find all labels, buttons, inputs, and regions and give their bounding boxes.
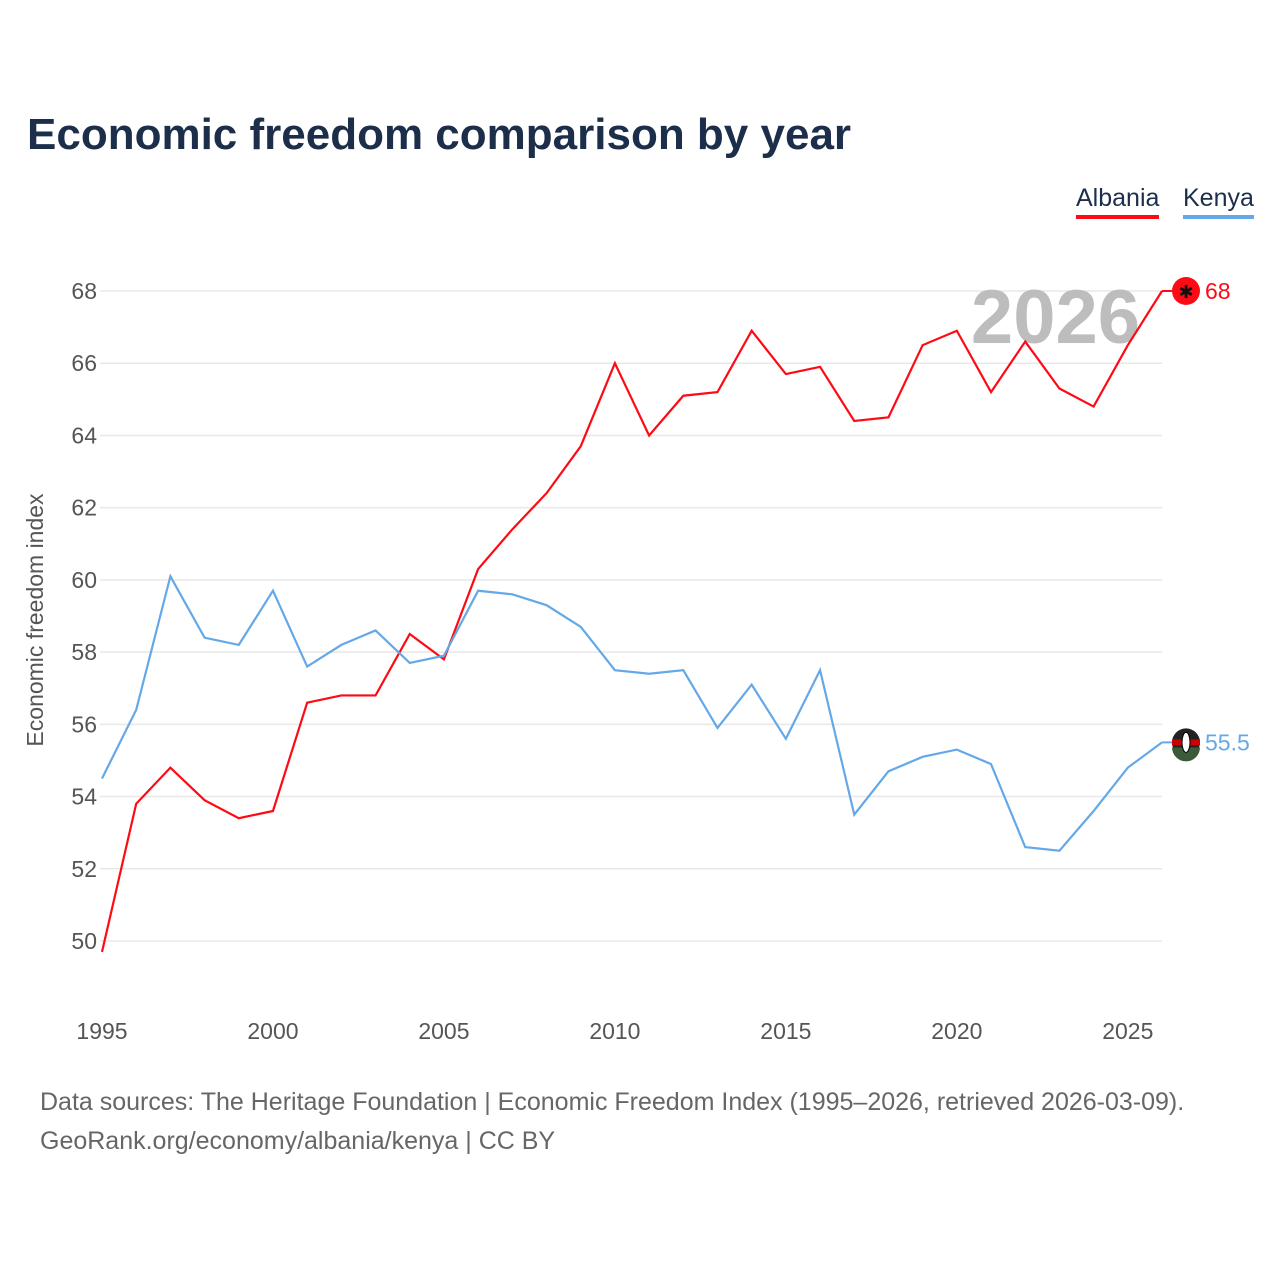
x-tick-label: 1995 [76, 1018, 127, 1044]
legend-albania[interactable]: Albania [1076, 184, 1160, 219]
y-tick-label: 58 [71, 639, 97, 665]
y-tick-label: 60 [71, 567, 97, 593]
x-tick-label: 2000 [247, 1018, 298, 1044]
source-line-2: GeoRank.org/economy/albania/kenya | CC B… [40, 1127, 556, 1155]
y-tick-label: 54 [71, 784, 97, 810]
y-tick-label: 56 [71, 711, 97, 737]
y-tick-label: 50 [71, 928, 97, 954]
source-line-1: Data sources: The Heritage Foundation | … [40, 1088, 1185, 1116]
eagle-icon: ✱ [1178, 282, 1193, 302]
y-tick-label: 68 [71, 278, 97, 304]
flag-stripe [1172, 747, 1200, 762]
x-tick-label: 2025 [1102, 1018, 1153, 1044]
end-value-label: 68 [1205, 278, 1231, 304]
y-tick-label: 52 [71, 856, 97, 882]
end-value-label: 55.5 [1205, 729, 1250, 755]
series-line-albania [100, 290, 1163, 953]
x-tick-label: 2010 [589, 1018, 640, 1044]
y-tick-label: 64 [71, 422, 97, 448]
shield-icon [1181, 731, 1191, 753]
x-tick-label: 2020 [931, 1018, 982, 1044]
albania-flag-icon [1172, 277, 1200, 305]
year-watermark: 2026 [971, 275, 1140, 360]
y-tick-label: 62 [71, 495, 97, 521]
legend-kenya[interactable]: Kenya [1183, 184, 1254, 219]
x-tick-label: 2015 [760, 1018, 811, 1044]
y-tick-label: 66 [71, 350, 97, 376]
x-tick-label: 2005 [418, 1018, 469, 1044]
series-line-kenya [101, 573, 1163, 852]
y-axis-label: Economic freedom index [22, 493, 48, 747]
chart-title: Economic freedom comparison by year [27, 110, 852, 159]
